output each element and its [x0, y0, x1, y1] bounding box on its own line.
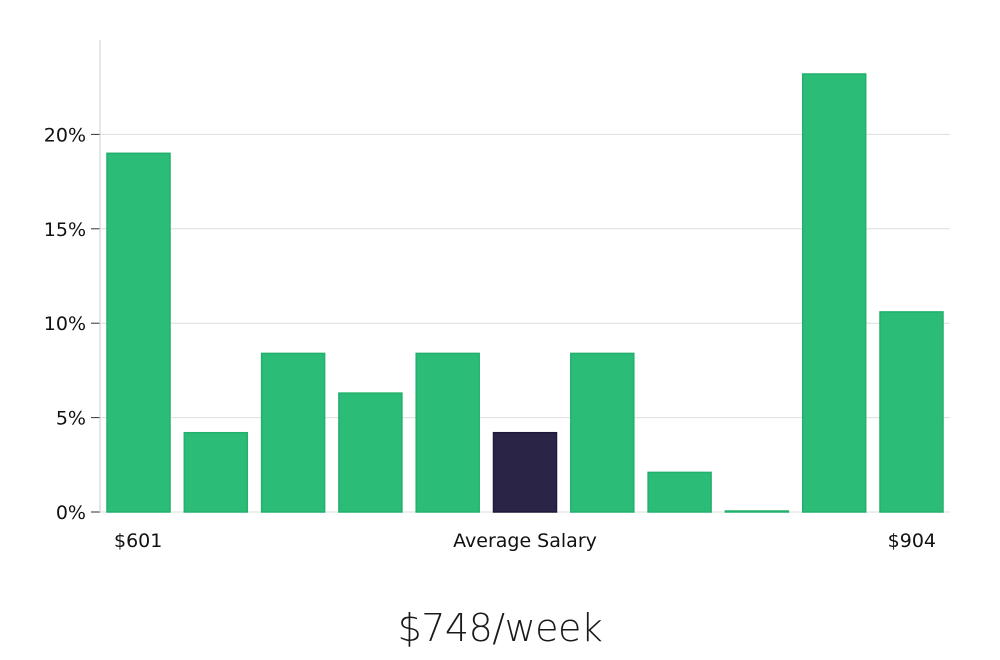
x-axis-title: Average Salary — [453, 530, 597, 552]
x-max-label: $904 — [888, 530, 936, 552]
bar — [338, 392, 403, 513]
bar — [260, 352, 326, 513]
y-tick-label: 5% — [56, 408, 86, 430]
bar — [183, 431, 249, 513]
x-min-label: $601 — [114, 530, 162, 552]
y-tick-label: 20% — [44, 124, 86, 146]
y-tick-labels: 0% 5% 10% 15% 20% — [44, 124, 86, 524]
bar — [647, 471, 712, 513]
bars — [106, 73, 944, 513]
average-salary-headline: $748/week — [397, 606, 603, 650]
y-tick-label: 0% — [56, 502, 86, 524]
bar — [724, 510, 790, 513]
bar-highlighted — [492, 431, 558, 513]
y-tick-label: 15% — [44, 219, 86, 241]
y-tick-label: 10% — [44, 313, 86, 335]
bar — [879, 311, 944, 513]
bar — [570, 352, 635, 513]
chart-canvas: 0% 5% 10% 15% 20% $601 Average Salary $904 — [44, 40, 950, 552]
bar — [801, 73, 867, 513]
bar — [106, 152, 171, 513]
bar — [415, 352, 480, 513]
